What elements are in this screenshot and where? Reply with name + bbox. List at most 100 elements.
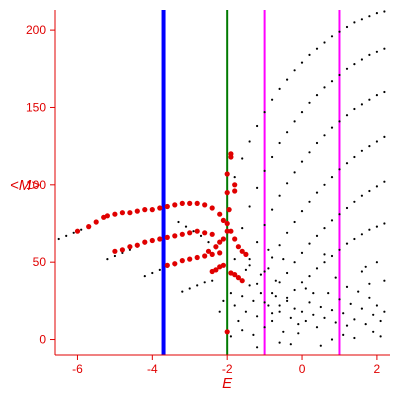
data-point bbox=[330, 219, 334, 222]
data-point bbox=[222, 299, 225, 302]
data-point bbox=[202, 253, 208, 259]
data-point bbox=[297, 323, 300, 326]
data-point bbox=[312, 313, 315, 316]
data-point bbox=[330, 176, 334, 179]
data-point bbox=[293, 120, 296, 123]
data-point bbox=[368, 145, 371, 148]
data-point bbox=[345, 25, 349, 29]
data-point bbox=[300, 61, 304, 64]
data-point bbox=[293, 220, 296, 224]
data-point bbox=[300, 281, 304, 284]
data-point bbox=[379, 319, 382, 323]
data-point bbox=[232, 272, 238, 278]
data-point bbox=[128, 248, 131, 251]
data-point bbox=[286, 182, 289, 185]
y-tick-label: 0 bbox=[39, 333, 46, 347]
data-point bbox=[256, 241, 259, 244]
data-point bbox=[286, 271, 289, 275]
data-point bbox=[330, 254, 334, 258]
data-point bbox=[357, 290, 360, 293]
data-point bbox=[289, 343, 292, 346]
data-point bbox=[315, 141, 319, 145]
data-point bbox=[263, 301, 266, 304]
data-point bbox=[217, 239, 223, 245]
data-point bbox=[172, 233, 178, 239]
data-point bbox=[187, 230, 193, 236]
data-point bbox=[345, 162, 349, 165]
data-point bbox=[300, 310, 304, 313]
data-point bbox=[278, 87, 281, 90]
data-point bbox=[233, 304, 236, 307]
data-point bbox=[179, 231, 185, 237]
data-point bbox=[213, 244, 219, 250]
data-point bbox=[74, 228, 81, 234]
data-point bbox=[368, 282, 371, 285]
data-point bbox=[375, 185, 378, 188]
data-point bbox=[244, 268, 247, 271]
data-point bbox=[181, 290, 184, 293]
data-point bbox=[224, 228, 230, 234]
data-point bbox=[300, 251, 304, 254]
data-point bbox=[248, 264, 251, 267]
data-point bbox=[278, 310, 281, 313]
data-point bbox=[342, 312, 345, 315]
data-point bbox=[338, 30, 341, 33]
data-point bbox=[248, 258, 251, 261]
data-point bbox=[315, 47, 319, 50]
data-point bbox=[345, 285, 349, 288]
y-tick-label: 200 bbox=[26, 23, 46, 37]
data-point bbox=[353, 21, 356, 24]
data-point bbox=[263, 169, 266, 172]
data-point bbox=[282, 330, 285, 333]
data-point bbox=[289, 316, 292, 319]
y-tick-label: 100 bbox=[26, 178, 46, 192]
data-points bbox=[57, 10, 386, 349]
data-point bbox=[194, 254, 200, 261]
data-point bbox=[368, 228, 371, 231]
data-point bbox=[383, 135, 386, 138]
data-point bbox=[224, 329, 230, 335]
data-point bbox=[286, 299, 289, 302]
data-point bbox=[323, 134, 326, 137]
data-point bbox=[278, 341, 281, 344]
y-axis-label: <M> bbox=[10, 177, 40, 194]
data-point bbox=[267, 248, 270, 251]
data-point bbox=[127, 244, 133, 250]
data-point bbox=[203, 281, 206, 284]
data-point bbox=[368, 296, 371, 299]
data-point bbox=[383, 279, 386, 282]
data-point bbox=[271, 98, 274, 101]
data-point bbox=[184, 225, 188, 228]
data-point bbox=[375, 12, 378, 15]
data-point bbox=[323, 316, 326, 319]
data-point bbox=[353, 200, 356, 203]
data-point bbox=[252, 333, 255, 336]
data-point bbox=[93, 219, 99, 225]
data-point bbox=[338, 213, 341, 216]
data-point bbox=[308, 200, 311, 203]
data-point bbox=[248, 140, 251, 143]
data-point bbox=[149, 207, 155, 213]
data-point bbox=[194, 200, 200, 206]
data-point bbox=[142, 239, 148, 245]
x-tick-label: -2 bbox=[222, 362, 233, 376]
data-point bbox=[345, 324, 349, 327]
data-point bbox=[360, 103, 363, 106]
data-point bbox=[218, 310, 221, 313]
x-axis-label: E bbox=[222, 375, 233, 392]
data-point bbox=[119, 210, 125, 216]
data-point bbox=[187, 200, 193, 206]
data-point bbox=[379, 335, 382, 338]
data-point bbox=[293, 288, 296, 292]
data-point bbox=[143, 275, 146, 278]
data-point bbox=[308, 242, 311, 245]
data-point bbox=[179, 258, 185, 264]
data-point bbox=[271, 292, 274, 295]
data-point bbox=[308, 101, 311, 104]
data-point bbox=[248, 205, 251, 208]
vertical-lines bbox=[161, 10, 341, 355]
data-point bbox=[330, 80, 334, 83]
data-point bbox=[360, 233, 363, 236]
data-point bbox=[196, 284, 199, 287]
x-ticks: -6 -4 -2 0 2 bbox=[72, 355, 381, 376]
